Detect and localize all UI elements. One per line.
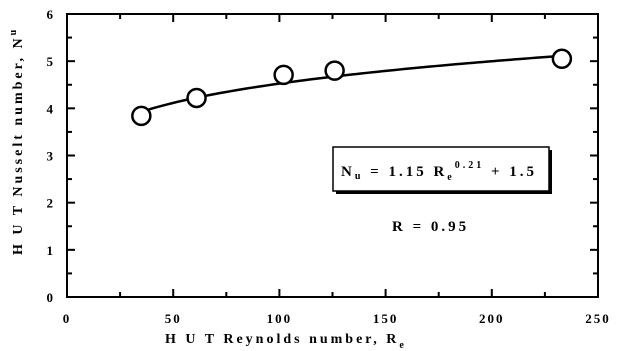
y-axis-label: H U T Nusselt number, Nu <box>8 27 26 255</box>
x-axis-label: H U T Reynolds number, Re <box>165 332 407 351</box>
x-tick-label: 200 <box>479 311 505 326</box>
x-tick-label: 100 <box>267 311 293 326</box>
y-tick-label: 4 <box>47 101 56 116</box>
equation-annotation: Nu = 1.15 Re0.21 + 1.5 <box>332 146 552 194</box>
y-tick-label: 0 <box>47 290 56 305</box>
data-point <box>551 48 573 70</box>
marker-group <box>131 48 573 127</box>
plot-frame <box>66 13 599 298</box>
r-value-annotation: R = 0.95 <box>392 219 469 235</box>
x-tick-label: 0 <box>63 311 72 326</box>
equation-text: Nu = 1.15 Re0.21 + 1.5 <box>341 160 537 183</box>
fit-curve <box>140 54 562 114</box>
tick-label-group: 0 50 100 150 200 250 0 1 2 3 4 5 6 <box>47 7 611 326</box>
data-point <box>273 64 294 86</box>
data-point <box>186 87 207 109</box>
y-tick-label: 5 <box>47 54 56 69</box>
y-tick-label: 2 <box>47 196 56 211</box>
y-tick-label: 1 <box>47 243 56 258</box>
x-tick-label: 50 <box>165 311 182 326</box>
y-tick-label: 6 <box>47 7 56 22</box>
data-point <box>324 60 345 81</box>
y-tick-label: 3 <box>47 149 56 164</box>
data-point <box>131 105 152 127</box>
x-tick-label: 250 <box>585 311 611 326</box>
x-tick-label: 150 <box>373 311 399 326</box>
